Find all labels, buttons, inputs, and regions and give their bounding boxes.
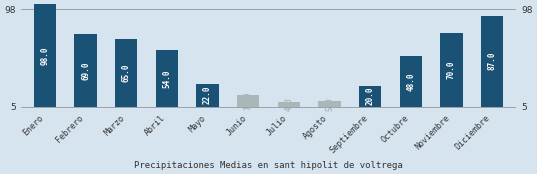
Bar (115, 39, 137, 107)
Bar (400, 56, 422, 107)
Text: 5.0: 5.0 (325, 97, 334, 111)
Text: 22.0: 22.0 (203, 86, 212, 104)
Text: 54.0: 54.0 (162, 69, 171, 88)
Text: 98.0: 98.0 (40, 46, 49, 65)
Bar (156, 50, 178, 107)
Bar (237, 95, 259, 107)
X-axis label: Precipitaciones Medias en sant hipolit de voltrega: Precipitaciones Medias en sant hipolit d… (134, 161, 403, 170)
Text: 87.0: 87.0 (488, 52, 497, 70)
Bar (481, 16, 503, 107)
Bar (197, 84, 219, 107)
Text: 20.0: 20.0 (366, 87, 375, 105)
Bar (75, 34, 97, 107)
Bar (359, 86, 381, 107)
Bar (34, 4, 56, 107)
Text: 11.0: 11.0 (244, 92, 253, 110)
Text: 70.0: 70.0 (447, 61, 456, 79)
Text: 69.0: 69.0 (81, 61, 90, 80)
Text: 48.0: 48.0 (407, 72, 415, 91)
Text: 4.0: 4.0 (284, 98, 293, 112)
Bar (318, 101, 340, 107)
Text: 65.0: 65.0 (122, 63, 130, 82)
Bar (440, 33, 462, 107)
Bar (278, 102, 300, 107)
